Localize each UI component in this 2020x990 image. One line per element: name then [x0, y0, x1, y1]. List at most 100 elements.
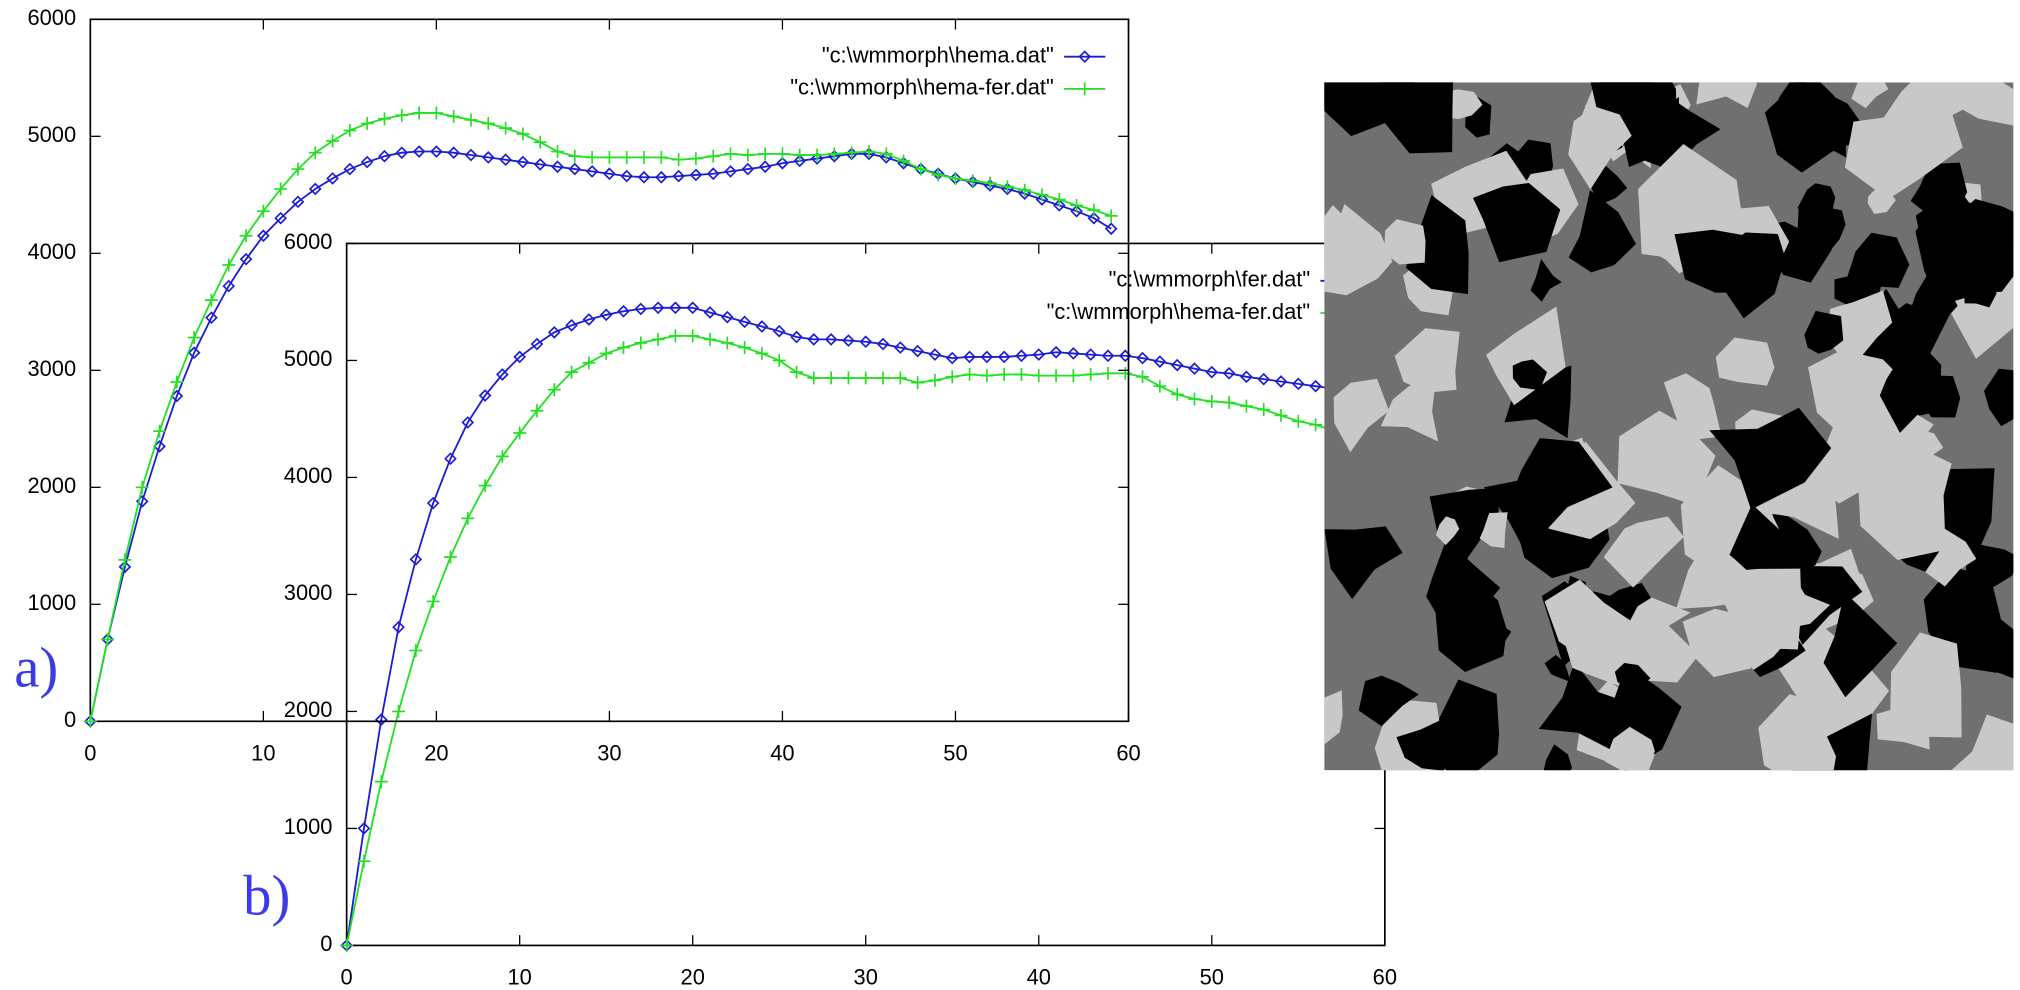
micrograph-grain	[1512, 359, 1547, 391]
marker-diamond	[395, 146, 409, 160]
marker-plus	[1104, 209, 1118, 223]
micrograph-grain	[1844, 84, 1963, 200]
marker-plus	[1032, 369, 1046, 383]
micrograph-grain	[1333, 378, 1390, 453]
marker-diamond	[720, 310, 734, 324]
x-tick-label: 40	[770, 741, 794, 766]
marker-diamond	[637, 170, 651, 184]
marker-diamond	[585, 165, 599, 178]
marker-plus	[118, 553, 132, 567]
marker-plus	[1049, 369, 1063, 383]
marker-plus	[582, 356, 596, 370]
marker-diamond	[239, 252, 253, 266]
marker-plus	[772, 354, 786, 367]
y-tick-label: 1000	[284, 814, 333, 839]
marker-diamond	[357, 822, 371, 835]
marker-diamond	[308, 182, 322, 196]
marker-plus	[997, 368, 1011, 381]
marker-plus	[859, 371, 873, 385]
micrograph-grain	[1965, 541, 2014, 592]
marker-diamond	[669, 301, 682, 315]
marker-plus	[461, 511, 475, 525]
micrograph-grain	[1568, 190, 1636, 273]
marker-diamond	[205, 311, 218, 325]
x-tick-label: 0	[84, 741, 96, 766]
micrograph-grain	[1780, 724, 1837, 771]
marker-plus	[876, 371, 890, 385]
marker-diamond	[187, 346, 201, 360]
marker-diamond	[374, 713, 388, 726]
marker-plus	[1205, 394, 1219, 408]
x-tick-label: 10	[251, 741, 275, 766]
marker-plus	[810, 148, 824, 162]
y-tick-label: 6000	[27, 5, 76, 30]
marker-plus	[135, 480, 149, 494]
marker-plus	[326, 134, 340, 148]
marker-plus	[617, 341, 630, 355]
micrograph-grain	[1324, 204, 1393, 296]
marker-diamond	[464, 148, 478, 162]
micrograph-grain	[1435, 573, 1507, 672]
marker-plus	[1118, 366, 1132, 380]
micrograph-grain	[1925, 528, 1977, 587]
marker-plus	[914, 162, 928, 176]
marker-plus	[879, 147, 893, 161]
micrograph-grain	[1808, 350, 1916, 435]
marker-diamond	[603, 167, 616, 181]
marker-diamond	[565, 319, 578, 332]
marker-plus	[620, 150, 634, 164]
micrograph-grain	[1804, 310, 1844, 354]
marker-plus	[568, 149, 582, 163]
marker-plus	[931, 168, 945, 182]
marker-plus	[170, 375, 184, 389]
marker-plus	[447, 109, 461, 123]
marker-diamond	[533, 158, 547, 171]
marker-plus	[827, 147, 841, 161]
marker-diamond	[461, 416, 475, 429]
marker-plus	[686, 329, 700, 343]
micrograph-grain	[1797, 183, 1836, 217]
marker-plus	[551, 145, 564, 158]
marker-plus	[807, 371, 821, 385]
marker-plus	[897, 154, 911, 168]
marker-diamond	[617, 304, 630, 318]
y-tick-label: 0	[320, 931, 332, 956]
y-tick-label: 6000	[284, 229, 333, 254]
marker-plus	[274, 182, 288, 196]
marker-plus	[101, 632, 115, 646]
marker-plus	[599, 346, 613, 360]
marker-plus	[966, 174, 980, 188]
marker-diamond	[1222, 366, 1236, 380]
marker-plus	[1087, 203, 1101, 217]
micrograph-grain	[1618, 96, 1680, 174]
marker-diamond	[530, 337, 544, 351]
marker-diamond	[1274, 375, 1288, 388]
marker-diamond	[1205, 365, 1219, 379]
micrograph-grain	[1378, 82, 1454, 154]
micrograph-grain	[1544, 654, 1571, 683]
marker-plus	[911, 376, 925, 390]
marker-plus	[634, 336, 648, 350]
micrograph-grain	[1851, 82, 1889, 109]
marker-plus	[547, 383, 561, 397]
marker-plus	[983, 176, 997, 190]
marker-plus	[343, 124, 357, 137]
micrograph-grain	[1984, 368, 2014, 427]
marker-diamond	[343, 162, 357, 176]
marker-plus	[862, 145, 876, 158]
y-tick-label: 2000	[27, 473, 76, 498]
marker-diamond	[447, 146, 461, 160]
marker-plus	[738, 341, 752, 355]
micrograph-grain	[1879, 357, 1948, 433]
x-tick-label: 30	[597, 741, 621, 766]
marker-diamond	[945, 351, 959, 365]
marker-diamond	[706, 167, 720, 181]
marker-plus	[776, 147, 789, 161]
marker-diamond	[758, 160, 772, 174]
marker-plus	[516, 127, 530, 141]
marker-plus	[478, 479, 492, 493]
plot-frame	[89, 18, 1130, 723]
marker-plus	[464, 113, 478, 127]
micrograph-grain	[1797, 206, 1846, 265]
marker-diamond	[1240, 370, 1253, 384]
